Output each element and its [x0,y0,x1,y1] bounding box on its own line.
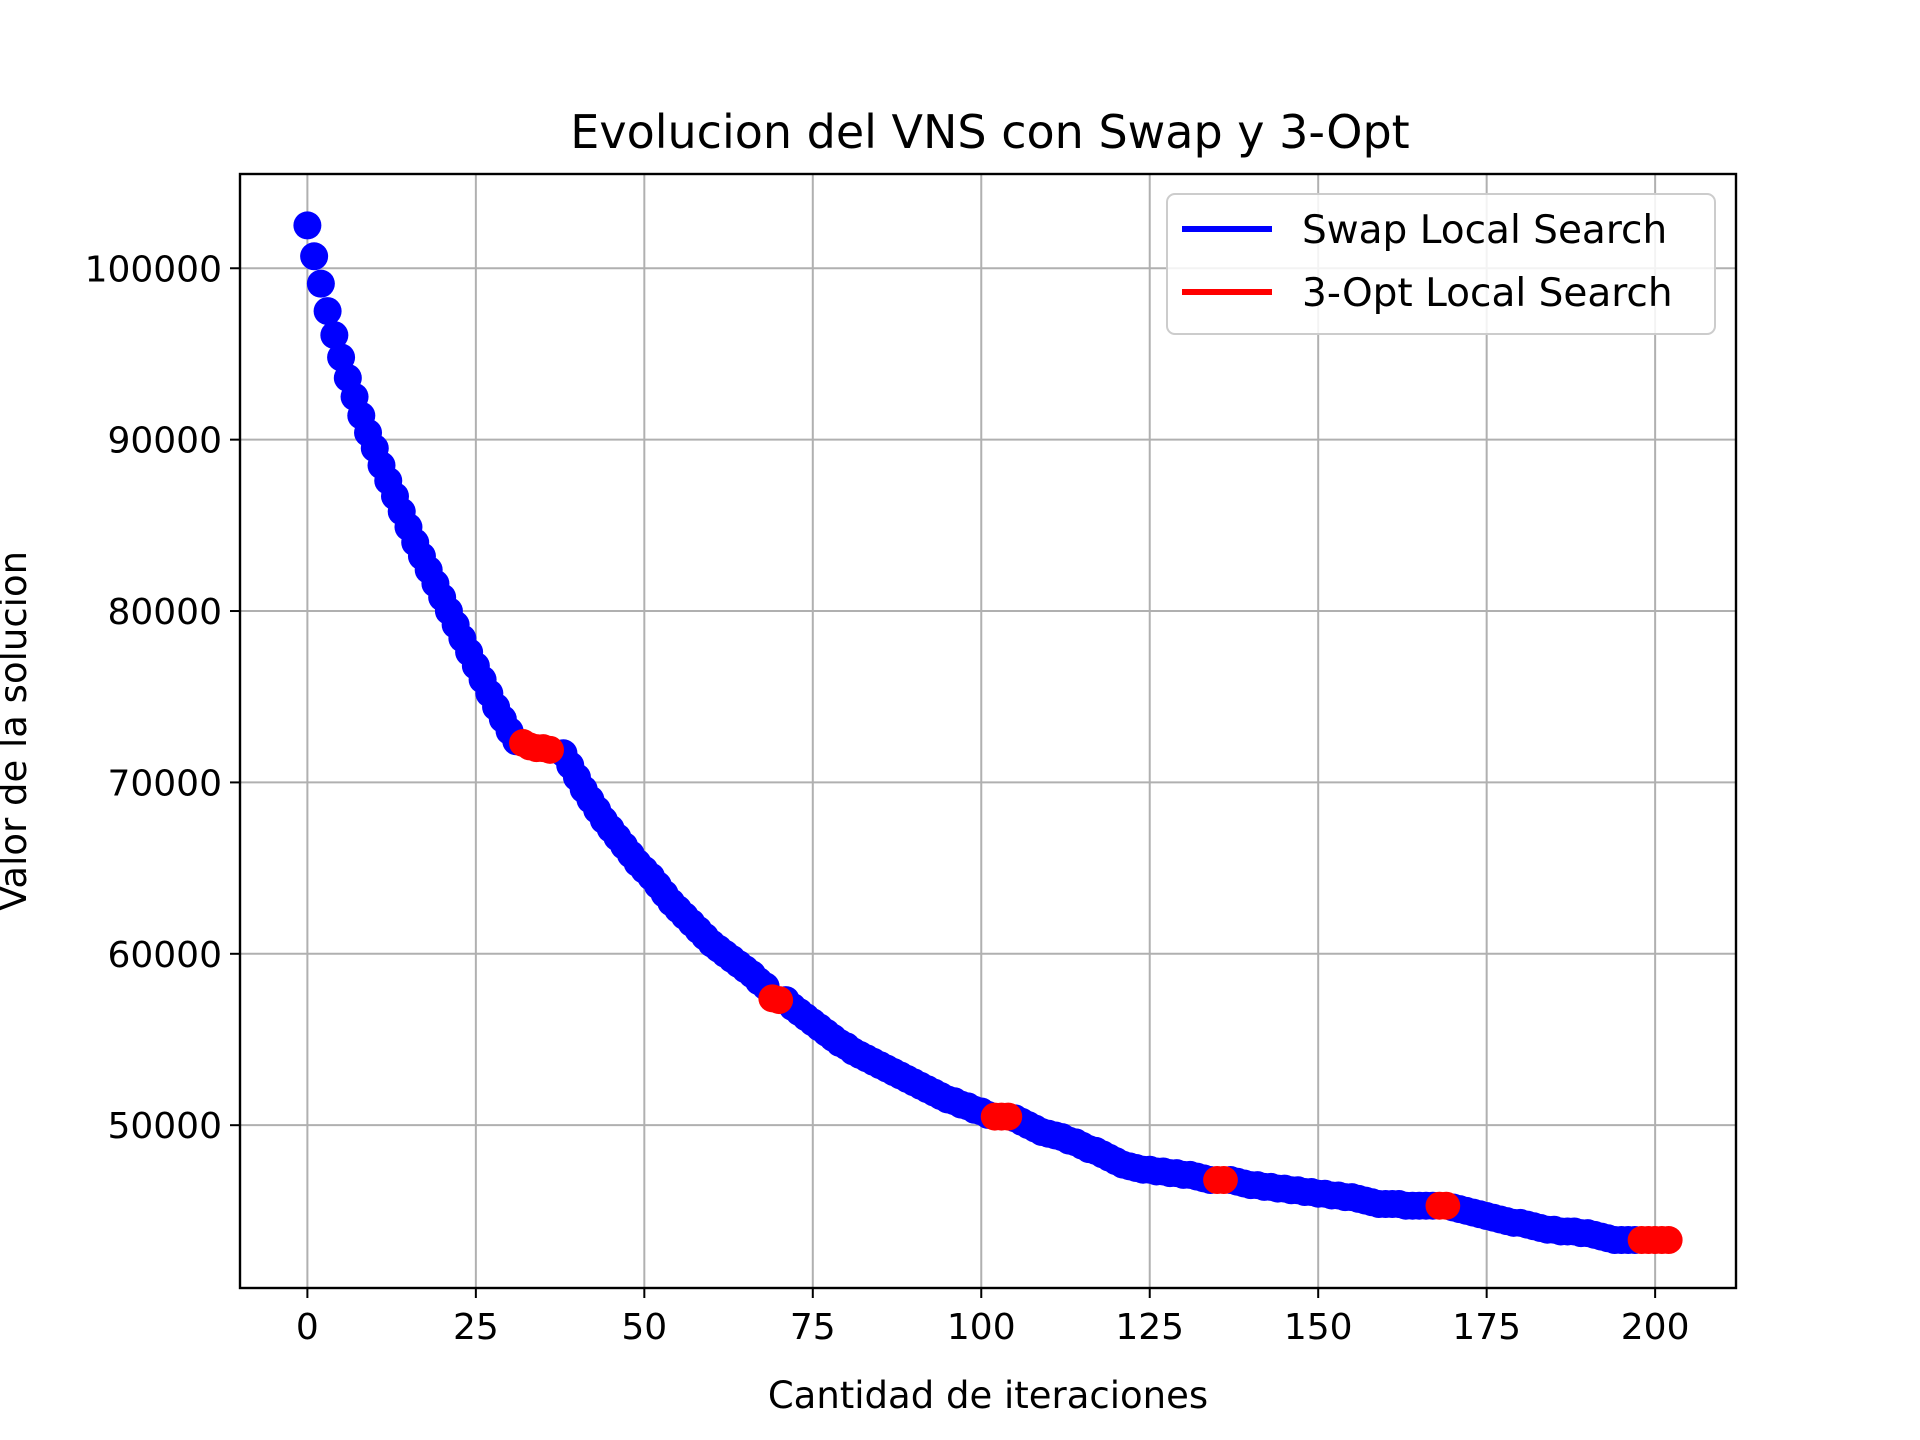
x-tick-label: 50 [621,1307,667,1348]
x-tick-label: 75 [790,1307,836,1348]
x-axis-label: Cantidad de iteraciones [768,1374,1208,1417]
x-tick-label: 200 [1621,1307,1690,1348]
y-axis: 50000 60000 70000 80000 90000 100000 [85,249,240,1147]
opt-point [994,1102,1023,1131]
y-tick-label: 100000 [85,249,222,290]
y-tick-label: 50000 [107,1106,222,1147]
opt-point [535,735,564,764]
x-axis: 0 25 50 75 100 125 150 175 200 [296,1288,1690,1348]
x-tick-label: 100 [947,1307,1016,1348]
chart-title: Evolucion del VNS con Swap y 3-Opt [570,105,1409,159]
legend: Swap Local Search 3-Opt Local Search [1166,193,1716,335]
x-tick-label: 0 [296,1307,319,1348]
y-axis-label: Valor de la solucion [0,551,35,911]
x-tick-label: 25 [453,1307,499,1348]
plot-frame [238,172,1738,1290]
opt-point [1432,1191,1461,1220]
swap-point [306,269,335,298]
swap-point [320,321,349,350]
opt-point [1209,1166,1238,1195]
swap-point [313,297,342,326]
y-tick-label: 90000 [107,421,222,462]
x-tick-label: 175 [1452,1307,1521,1348]
series-3opt-points [509,728,1683,1255]
opt-point [765,986,794,1015]
x-tick-label: 125 [1115,1307,1184,1348]
y-tick-label: 80000 [107,592,222,633]
y-tick-label: 70000 [107,763,222,804]
y-tick-label: 60000 [107,935,222,976]
legend-label-swap: Swap Local Search [1302,208,1667,253]
swap-point [293,211,322,240]
legend-label-3opt: 3-Opt Local Search [1302,271,1673,316]
legend-box [1166,193,1716,335]
swap-point [300,242,329,271]
opt-point [1654,1226,1683,1255]
x-tick-label: 150 [1284,1307,1353,1348]
